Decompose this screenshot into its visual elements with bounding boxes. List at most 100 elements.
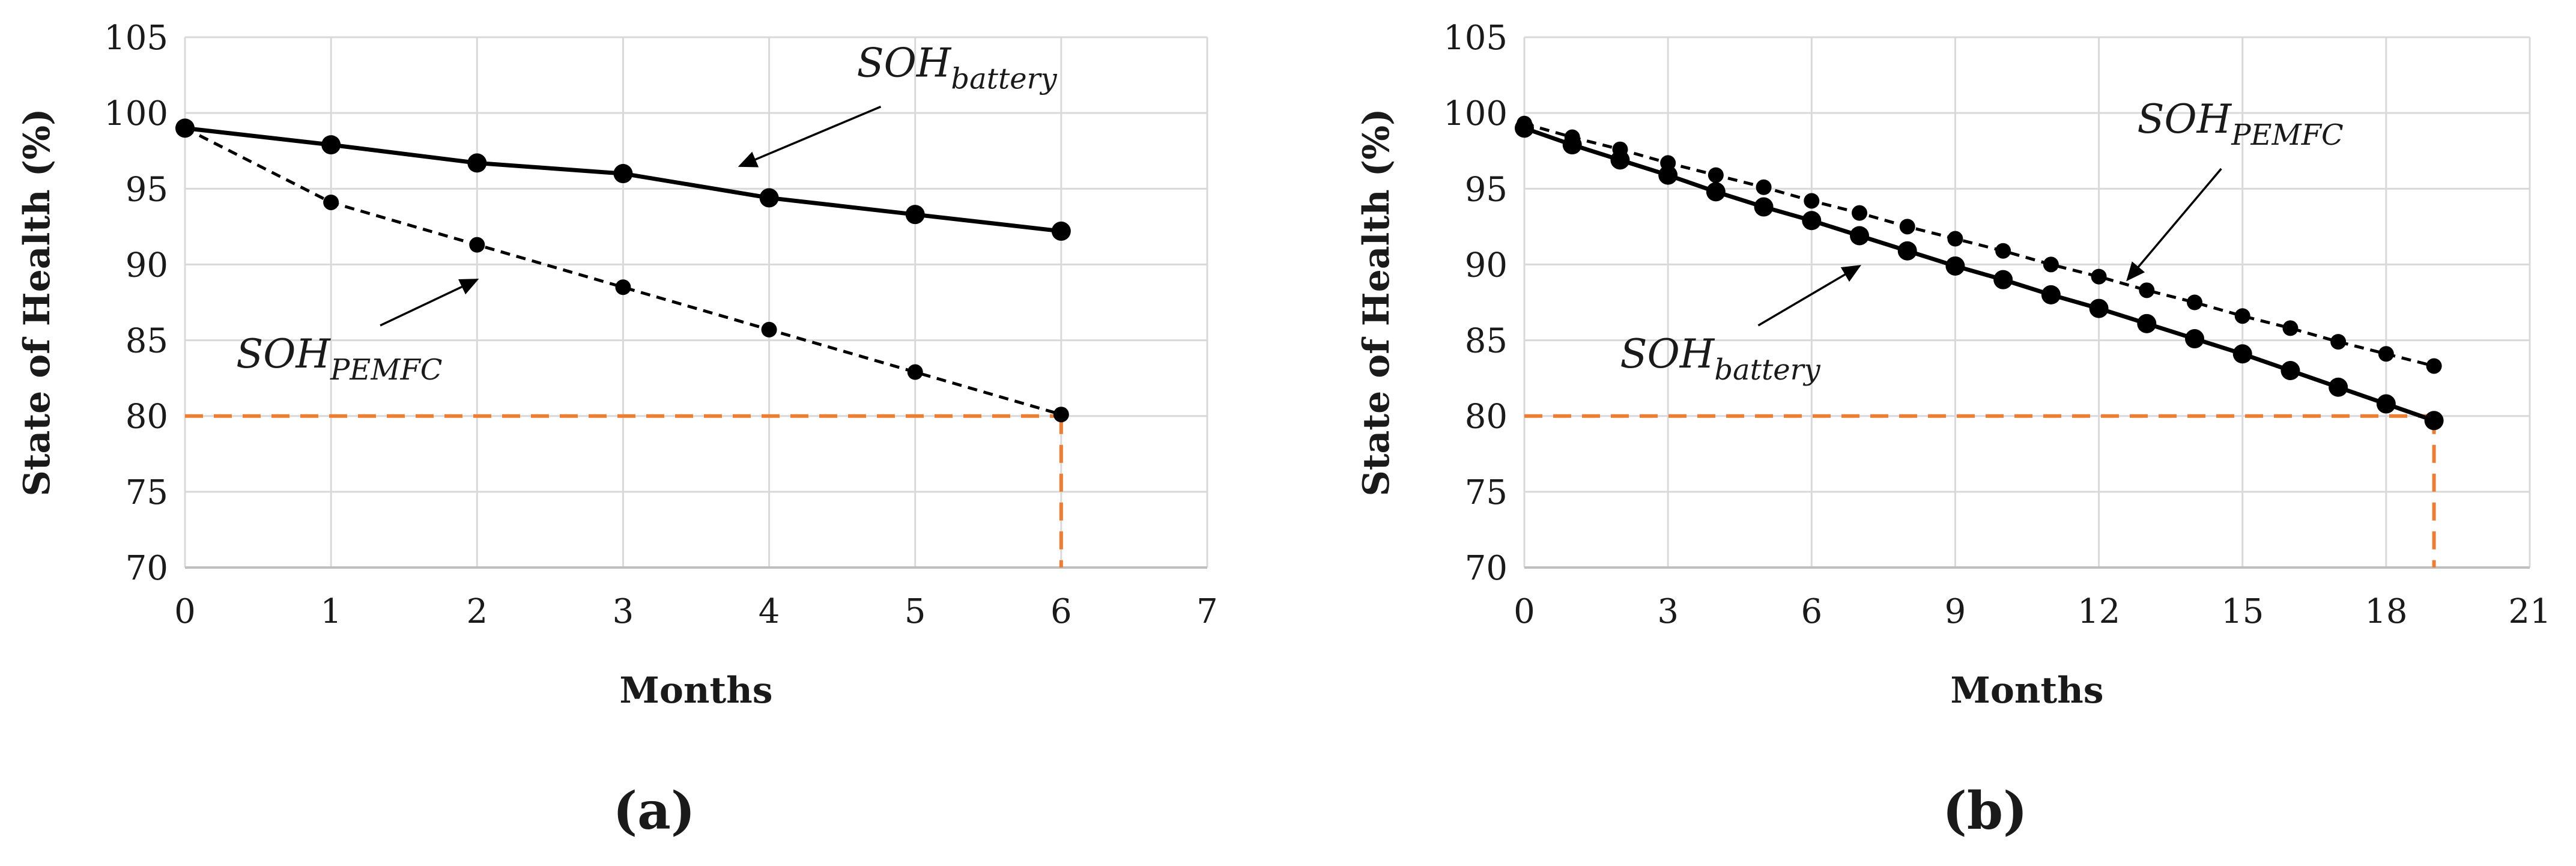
data-point-soh-battery	[1897, 241, 1917, 261]
x-tick-label: 0	[174, 592, 196, 631]
annotation-subscript: PEMFC	[330, 353, 443, 387]
data-point-soh-pemfc	[1708, 167, 1724, 183]
data-point-soh-battery	[1802, 211, 1822, 231]
data-point-soh-battery	[1945, 256, 1965, 276]
x-tick-label: 4	[759, 592, 780, 631]
y-tick-label: 80	[126, 398, 168, 437]
series-line-soh-pemfc	[1524, 122, 2435, 368]
y-tick-label: 75	[1465, 473, 1508, 512]
data-point-soh-battery	[1562, 135, 1582, 155]
data-point-soh-pemfc	[1995, 243, 2011, 259]
x-tick-label: 5	[905, 592, 926, 631]
data-point-soh-pemfc	[2187, 294, 2202, 310]
data-point-soh-battery	[2281, 361, 2300, 381]
data-point-soh-pemfc	[907, 364, 923, 380]
data-point-soh-battery	[1993, 270, 2013, 289]
annotation-label-soh-pemfc: SOHPEMFC	[2137, 96, 2343, 152]
panel-label: (b)	[1942, 781, 2028, 841]
y-tick-label: 85	[126, 322, 168, 361]
data-point-soh-battery	[613, 164, 633, 184]
data-point-soh-battery	[2329, 377, 2348, 397]
data-point-soh-battery	[1658, 165, 1678, 185]
data-point-soh-battery	[905, 205, 925, 225]
y-axis-title: State of Health (%)	[16, 109, 58, 497]
data-point-soh-pemfc	[1852, 205, 1867, 221]
y-tick-label: 100	[104, 94, 168, 133]
data-point-soh-pemfc	[615, 279, 631, 295]
x-tick-label: 1	[320, 592, 342, 631]
data-point-soh-battery	[759, 188, 779, 208]
annotation-arrow-soh-battery	[738, 105, 882, 168]
annotation-subscript: battery	[951, 62, 1057, 96]
x-tick-label: 18	[2365, 592, 2407, 631]
data-point-soh-pemfc	[1804, 193, 1820, 209]
data-point-soh-pemfc	[1899, 219, 1915, 235]
data-point-soh-pemfc	[469, 237, 485, 253]
x-tick-label: 9	[1945, 592, 1966, 631]
annotation-label-soh-pemfc: SOHPEMFC	[236, 331, 442, 387]
data-point-soh-pemfc	[2139, 282, 2155, 298]
y-tick-label: 80	[1465, 398, 1508, 437]
data-point-soh-battery	[2041, 285, 2061, 304]
data-point-soh-battery	[1754, 197, 1774, 217]
data-point-soh-pemfc	[2043, 256, 2059, 273]
y-tick-label: 95	[126, 170, 168, 209]
data-point-soh-battery	[2089, 298, 2109, 318]
data-point-soh-pemfc	[2426, 358, 2442, 374]
data-point-soh-pemfc	[2330, 334, 2347, 350]
annotation-arrow-soh-battery	[1757, 265, 1862, 327]
y-tick-label: 105	[104, 19, 168, 58]
panel-label: (a)	[613, 781, 695, 841]
annotation-label-soh-battery: SOHbattery	[856, 40, 1057, 96]
x-tick-label: 12	[2077, 592, 2120, 631]
annotation-main: SOH	[856, 40, 951, 86]
annotation-arrow-soh-pemfc	[380, 279, 479, 327]
data-point-soh-battery	[1051, 221, 1071, 241]
x-tick-label: 2	[466, 592, 488, 631]
data-point-soh-pemfc	[1053, 407, 1069, 423]
x-tick-label: 3	[613, 592, 634, 631]
data-point-soh-pemfc	[177, 120, 193, 136]
y-tick-label: 70	[126, 549, 168, 588]
data-point-soh-battery	[1706, 182, 1726, 202]
y-tick-label: 85	[1465, 322, 1508, 361]
annotation-label-soh-battery: SOHbattery	[1620, 331, 1820, 387]
y-tick-label: 105	[1443, 19, 1508, 58]
annotation-arrow-soh-pemfc	[2126, 168, 2222, 282]
y-tick-label: 100	[1443, 94, 1508, 133]
data-point-soh-pemfc	[2282, 320, 2299, 336]
y-axis-title: State of Health (%)	[1356, 109, 1398, 497]
x-axis-title: Months	[1950, 670, 2103, 712]
data-point-soh-battery	[2232, 344, 2252, 364]
data-point-soh-pemfc	[323, 194, 339, 210]
data-point-soh-pemfc	[2234, 308, 2250, 324]
x-axis-title: Months	[619, 670, 772, 712]
data-point-soh-battery	[2424, 411, 2444, 431]
y-tick-label: 75	[126, 473, 168, 512]
data-point-soh-pemfc	[761, 321, 777, 338]
data-point-soh-battery	[2185, 329, 2204, 349]
data-point-soh-pemfc	[2378, 346, 2394, 362]
x-tick-label: 21	[2508, 592, 2551, 631]
data-point-soh-battery	[2376, 394, 2396, 414]
x-tick-label: 7	[1196, 592, 1218, 631]
y-tick-label: 95	[1465, 170, 1508, 209]
data-point-soh-pemfc	[2091, 268, 2107, 285]
data-point-soh-battery	[1610, 150, 1630, 170]
annotation-main: SOH	[1620, 331, 1715, 377]
annotation-main: SOH	[2137, 96, 2232, 142]
y-tick-label: 70	[1465, 549, 1508, 588]
data-point-soh-pemfc	[1947, 231, 1963, 247]
data-point-soh-battery	[1850, 226, 1869, 246]
x-tick-label: 6	[1801, 592, 1822, 631]
data-point-soh-battery	[1515, 118, 1534, 138]
data-point-soh-battery	[321, 135, 341, 155]
y-tick-label: 90	[1465, 246, 1508, 285]
annotation-main: SOH	[236, 331, 331, 377]
annotation-subscript: battery	[1714, 353, 1820, 387]
data-point-soh-battery	[2137, 313, 2157, 333]
x-tick-label: 6	[1050, 592, 1072, 631]
data-point-soh-battery	[467, 153, 487, 173]
chart-panel-a: 70 75 80 85 90 95 100 105 0 1 2 3 4 5 6 7 Months State of…	[16, 19, 1218, 841]
